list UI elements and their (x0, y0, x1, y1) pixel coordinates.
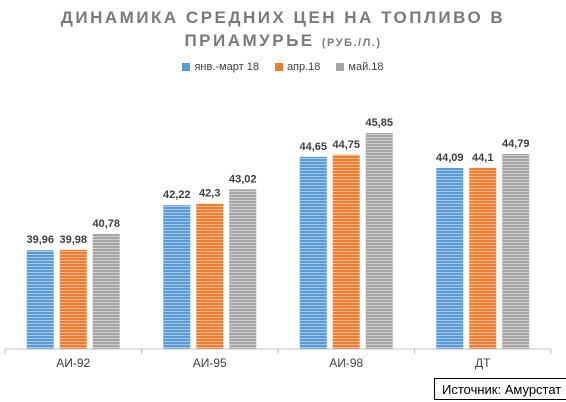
data-label-АИ-92-series2: 39,98 (59, 234, 87, 246)
category-label-ДТ: ДТ (475, 356, 491, 370)
bar-ДТ-series1 (436, 167, 464, 349)
data-label-АИ-98-series3: 45,85 (365, 117, 393, 129)
legend-swatch-2 (274, 63, 283, 71)
data-label-ДТ-series3: 44,79 (502, 138, 530, 150)
data-label-АИ-92-series3: 40,78 (92, 218, 120, 230)
data-label-АИ-95-series3: 43,02 (229, 173, 257, 185)
chart-legend: янв.-март 18 апр.18 май.18 (0, 61, 566, 73)
bar-АИ-92-series3 (92, 233, 120, 349)
legend-label-2: апр.18 (286, 61, 321, 73)
legend-label-3: май.18 (348, 61, 384, 73)
legend-swatch-3 (336, 63, 345, 71)
bar-АИ-95-series3 (229, 189, 257, 349)
data-label-ДТ-series1: 44,09 (436, 152, 464, 164)
chart-title-line1: ДИНАМИКА СРЕДНИХ ЦЕН НА ТОПЛИВО В (60, 8, 506, 27)
chart-title-region: ПРИАМУРЬЕ (184, 31, 315, 50)
bar-АИ-92-series2 (59, 249, 87, 349)
bar-АИ-98-series2 (332, 154, 360, 349)
category-label-АИ-92: АИ-92 (56, 356, 90, 370)
source-note: Источник: Амурстат (434, 378, 566, 400)
bar-АИ-95-series2 (196, 203, 224, 349)
legend-item-3: май.18 (336, 61, 384, 73)
legend-item-1: янв.-март 18 (182, 61, 259, 73)
bar-АИ-92-series1 (26, 250, 54, 349)
bar-ДТ-series3 (502, 154, 530, 349)
legend-item-2: апр.18 (274, 61, 321, 73)
data-label-АИ-98-series1: 44,65 (299, 141, 327, 153)
chart-title-line2: ПРИАМУРЬЕ (РУБ./Л.) (0, 31, 566, 51)
bar-ДТ-series2 (469, 167, 497, 349)
data-label-АИ-92-series1: 39,96 (26, 234, 54, 246)
category-label-АИ-95: АИ-95 (193, 356, 227, 370)
data-label-ДТ-series2: 44,1 (472, 152, 493, 164)
legend-label-1: янв.-март 18 (194, 61, 259, 73)
category-label-АИ-98: АИ-98 (329, 356, 363, 370)
bar-АИ-98-series3 (365, 132, 393, 349)
bar-АИ-95-series1 (163, 205, 191, 349)
data-label-АИ-98-series2: 44,75 (332, 139, 360, 151)
data-label-АИ-95-series1: 42,22 (163, 189, 191, 201)
data-label-АИ-95-series2: 42,3 (199, 188, 220, 200)
chart-title-unit: (РУБ./Л.) (321, 37, 382, 49)
legend-swatch-1 (182, 63, 191, 71)
bar-АИ-98-series1 (299, 156, 327, 349)
